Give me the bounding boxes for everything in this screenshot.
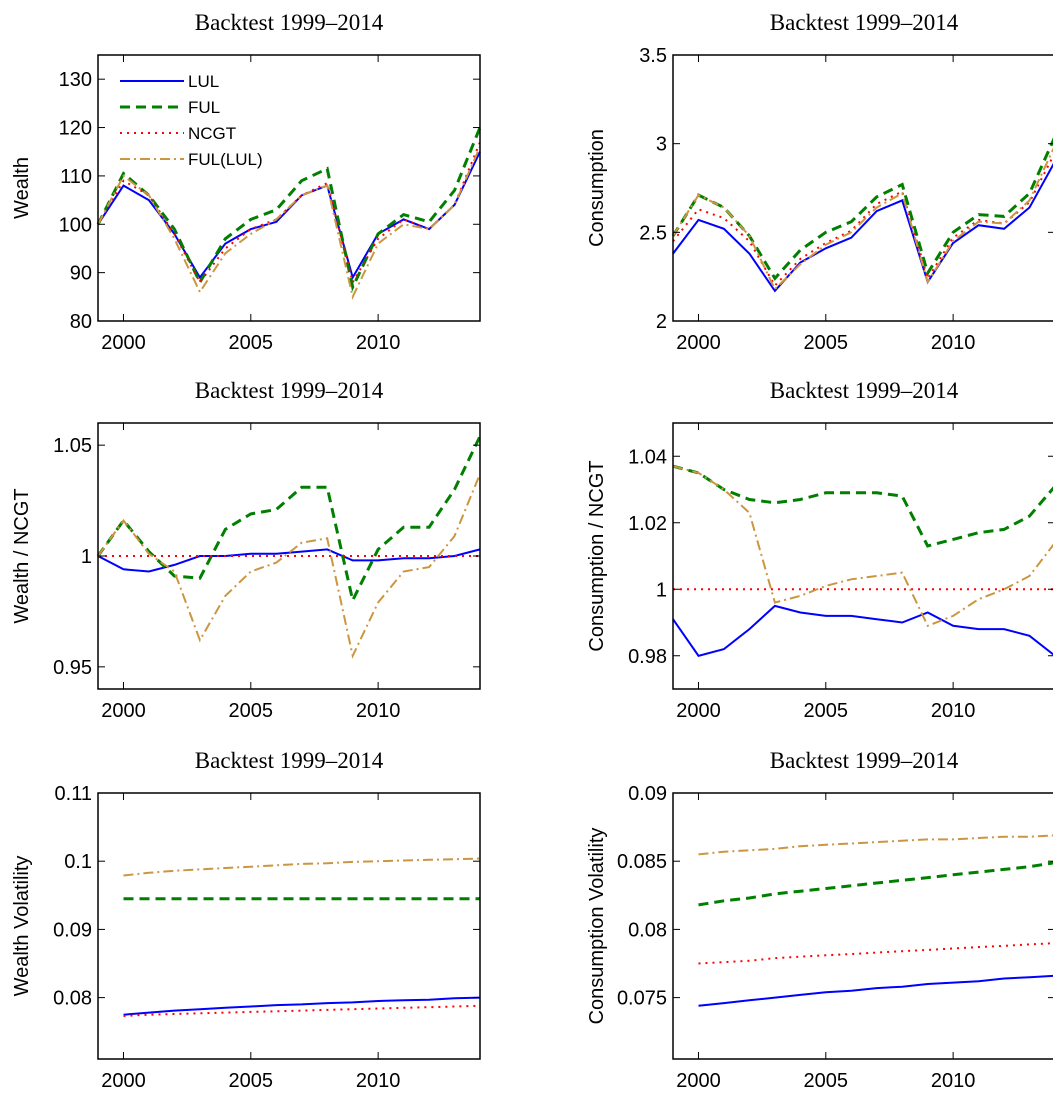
x-tick-label: 2000 [676, 700, 721, 722]
y-tick-label: 0.08 [53, 988, 92, 1010]
series-line [671, 137, 1053, 281]
y-tick-label: 3.5 [639, 45, 667, 67]
plot-frame [672, 792, 1053, 1060]
y-axis-label: Wealth [11, 157, 33, 219]
y-tick-label: 0.075 [617, 988, 667, 1010]
plot-frame [672, 54, 1053, 322]
chart-title: Backtest 1999–2014 [195, 10, 384, 35]
x-tick-label: 2005 [229, 332, 274, 354]
x-tick-label: 2000 [101, 332, 146, 354]
y-tick-label: 1 [81, 546, 92, 568]
plot-frame [97, 54, 481, 322]
series-line [96, 126, 482, 292]
series-line [698, 974, 1053, 1007]
x-tick-label: 2010 [931, 1070, 976, 1092]
y-tick-label: 0.09 [53, 919, 92, 941]
legend-box [111, 64, 227, 172]
x-tick-label: 2005 [804, 1070, 849, 1092]
y-tick-label: 0.08 [628, 919, 667, 941]
y-tick-label: 1.02 [628, 513, 667, 535]
series-line [698, 834, 1053, 856]
y-tick-label: 80 [70, 311, 92, 333]
y-tick-label: 0.95 [53, 657, 92, 679]
y-axis-label: Consumption Volatility [586, 828, 608, 1025]
y-axis-label: Wealth Volatility [11, 856, 33, 997]
y-tick-label: 120 [59, 118, 92, 140]
x-tick-label: 2000 [101, 1070, 146, 1092]
series-line [672, 162, 1053, 293]
y-tick-label: 0.1 [64, 851, 92, 873]
x-tick-label: 2010 [931, 700, 976, 722]
y-tick-label: 0.09 [628, 783, 667, 805]
y-tick-label: 0.98 [628, 646, 667, 668]
chart-title: Backtest 1999–2014 [195, 748, 384, 773]
y-tick-label: 0.11 [55, 783, 92, 805]
y-tick-label: 2.5 [639, 222, 667, 244]
x-tick-label: 2005 [804, 700, 849, 722]
series-line [672, 147, 1053, 291]
y-tick-label: 1.05 [53, 435, 92, 457]
plot-frame [97, 792, 481, 1060]
y-tick-label: 3 [656, 134, 667, 156]
legend-label: FUL(LUL) [188, 150, 263, 169]
y-axis-label: Wealth / NCGT [11, 488, 33, 623]
plot-frame [672, 422, 1053, 690]
series-line [123, 996, 481, 1016]
x-tick-label: 2000 [676, 332, 721, 354]
series-line [97, 548, 481, 573]
x-tick-label: 2010 [356, 700, 401, 722]
chart-title: Backtest 1999–2014 [770, 748, 959, 773]
x-tick-label: 2010 [356, 1070, 401, 1092]
y-tick-label: 0.085 [617, 851, 667, 873]
x-tick-label: 2005 [229, 700, 274, 722]
series-line [698, 942, 1053, 965]
x-tick-label: 2000 [676, 1070, 721, 1092]
series-line [672, 465, 1053, 628]
series-line [123, 857, 481, 877]
legend-label: LUL [188, 72, 219, 91]
chart-title: Backtest 1999–2014 [770, 10, 959, 35]
y-axis-label: Consumption [586, 129, 608, 247]
series-line [97, 473, 481, 659]
y-tick-label: 130 [59, 69, 92, 91]
series-line [672, 154, 1053, 288]
y-tick-label: 110 [60, 166, 92, 188]
chart-title: Backtest 1999–2014 [770, 378, 959, 403]
series-line [698, 861, 1053, 907]
y-axis-label: Consumption / NCGT [586, 460, 608, 651]
x-tick-label: 2010 [356, 332, 401, 354]
y-tick-label: 100 [59, 214, 92, 236]
series-line [672, 464, 1053, 548]
x-tick-label: 2005 [804, 332, 849, 354]
y-tick-label: 90 [70, 263, 92, 285]
x-tick-label: 2010 [931, 332, 976, 354]
y-tick-label: 2 [656, 311, 667, 333]
y-tick-label: 1 [656, 579, 667, 601]
x-tick-label: 2000 [101, 700, 146, 722]
series-line [96, 435, 482, 605]
series-line [97, 146, 481, 300]
x-tick-label: 2005 [229, 1070, 274, 1092]
series-line [672, 604, 1053, 657]
legend-label: FUL [188, 98, 220, 117]
y-tick-label: 1.04 [628, 446, 667, 468]
chart-title: Backtest 1999–2014 [195, 378, 384, 403]
legend-label: NCGT [188, 124, 236, 143]
